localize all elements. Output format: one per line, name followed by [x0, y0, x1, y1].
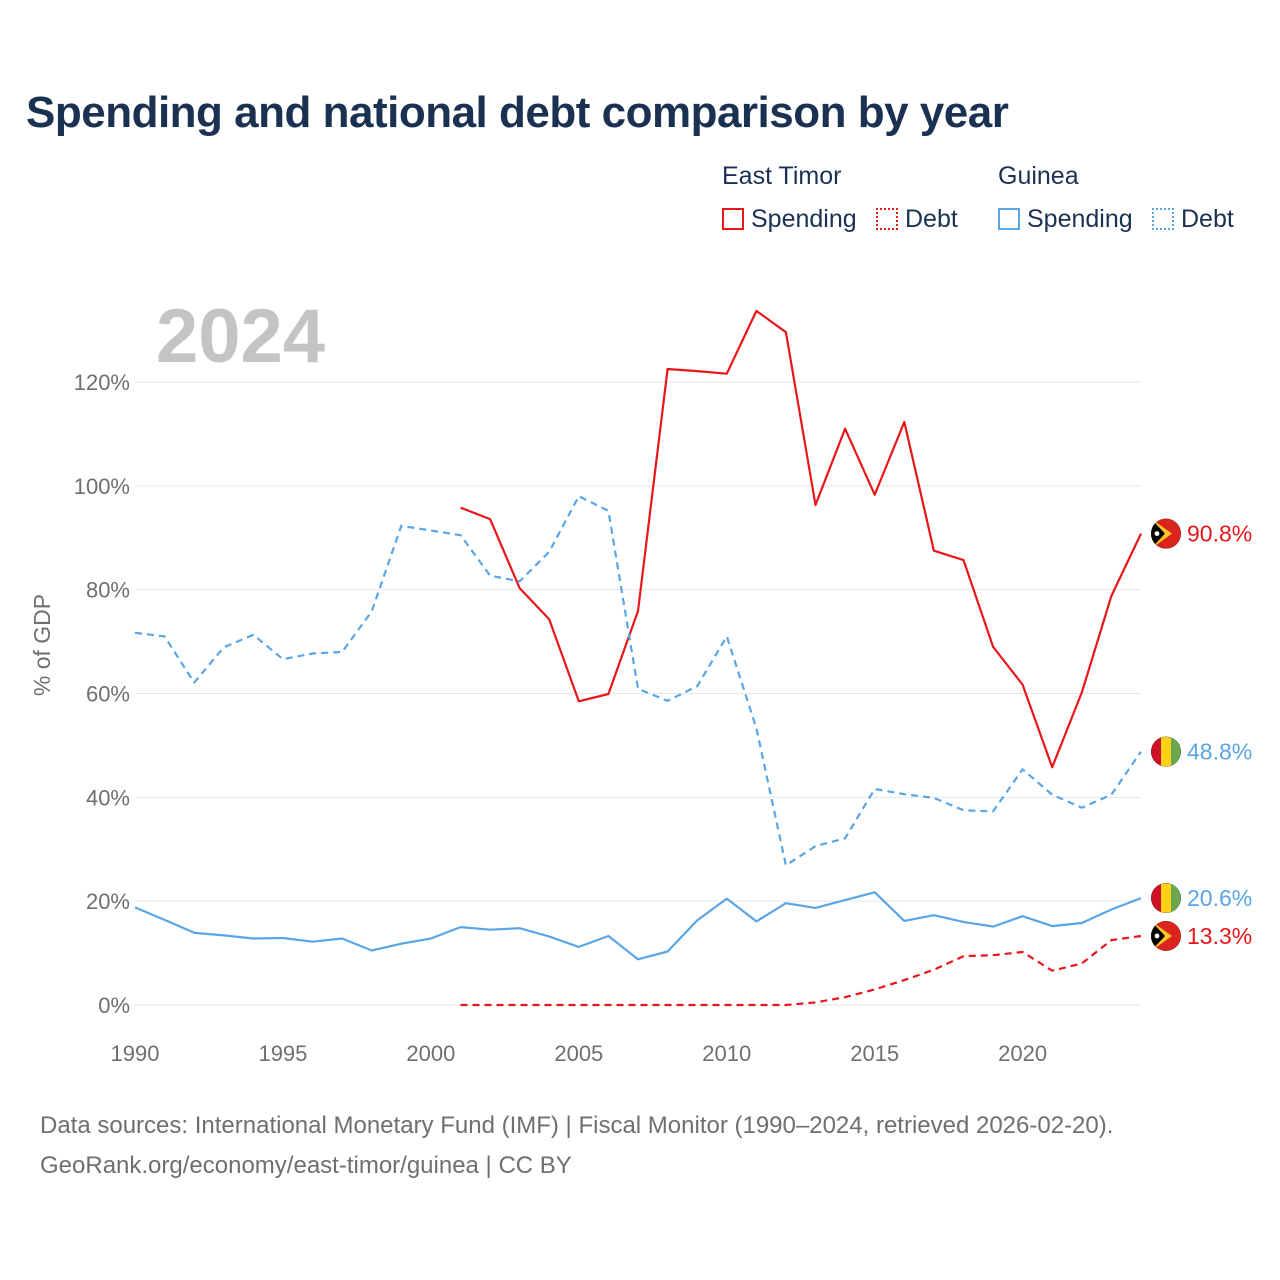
series-line-east-timor-debt: [460, 934, 1142, 1007]
x-tick-label: 2015: [850, 1041, 899, 1066]
legend-swatch-solid: [998, 208, 1020, 230]
legend-label: Debt: [905, 204, 958, 233]
chart-title: Spending and national debt comparison by…: [26, 88, 1009, 137]
grid: [135, 381, 1141, 1006]
footer: Data sources: International Monetary Fun…: [40, 1106, 1113, 1186]
x-tick-label: 1990: [111, 1041, 160, 1066]
x-tick-label: 2005: [554, 1041, 603, 1066]
guinea-flag-icon: [1151, 883, 1181, 914]
x-tick-label: 2010: [702, 1041, 751, 1066]
y-tick-label: 100%: [74, 474, 130, 499]
flag-stripe: [1161, 883, 1171, 914]
end-value-label: 13.3%: [1187, 923, 1252, 949]
flag-star: [1154, 531, 1160, 536]
east-timor-flag-icon: [1151, 518, 1181, 549]
legend-swatch-dotted: [876, 208, 898, 230]
end-labels: 90.8% 13.3% 20.6% 48.8%: [1151, 518, 1252, 951]
end-value-label: 20.6%: [1187, 885, 1252, 911]
legend-item-guinea-debt[interactable]: Debt: [1152, 204, 1234, 234]
y-tick-label: 80%: [86, 578, 130, 603]
footer-credit: GeoRank.org/economy/east-timor/guinea | …: [40, 1152, 572, 1179]
east-timor-flag-icon: [1151, 920, 1181, 951]
series-line-guinea-debt: [134, 495, 1142, 867]
legend-swatch-dotted: [1152, 208, 1174, 230]
flag-stripe: [1151, 883, 1161, 914]
legend-label: Debt: [1181, 204, 1234, 233]
series-line-east-timor-spending: [460, 309, 1142, 769]
flag-star: [1154, 933, 1160, 939]
legend-item-east-timor-spending[interactable]: Spending: [722, 204, 857, 234]
guinea-flag-icon: [1151, 736, 1181, 767]
legend-swatch-solid: [722, 208, 744, 230]
end-value-label: 90.8%: [1187, 521, 1252, 547]
legend-group-east-timor: East Timor: [722, 162, 842, 190]
x-tick-label: 2020: [998, 1041, 1047, 1066]
legend-group-guinea: Guinea: [998, 162, 1079, 190]
flag-stripe: [1171, 736, 1181, 767]
flag-stripe: [1161, 736, 1171, 767]
y-tick-label: 40%: [86, 785, 130, 810]
series-line-guinea-spending: [134, 891, 1142, 961]
legend-label: Spending: [1027, 204, 1133, 233]
flag-stripe: [1151, 736, 1161, 767]
y-tick-label: 60%: [86, 682, 130, 707]
series: [134, 309, 1142, 1007]
x-tick-label: 1995: [258, 1041, 307, 1066]
flag-stripe: [1171, 883, 1181, 914]
end-value-label: 48.8%: [1187, 739, 1252, 765]
y-axis-label: % of GDP: [29, 594, 55, 696]
x-tick-label: 2000: [406, 1041, 455, 1066]
y-tick-label: 120%: [74, 370, 130, 395]
y-tick-label: 0%: [98, 993, 130, 1018]
legend-item-guinea-spending[interactable]: Spending: [998, 204, 1133, 234]
footer-source: Data sources: International Monetary Fun…: [40, 1112, 1114, 1139]
y-tick-label: 20%: [86, 889, 130, 914]
year-label: 2024: [156, 294, 325, 379]
axis-ticks: 0% 20% 40% 60% 80% 100% 120% 1990 1995 2000 2005 20…: [74, 370, 1047, 1066]
legend-item-east-timor-debt[interactable]: Debt: [876, 204, 958, 234]
legend-label: Spending: [751, 204, 857, 233]
